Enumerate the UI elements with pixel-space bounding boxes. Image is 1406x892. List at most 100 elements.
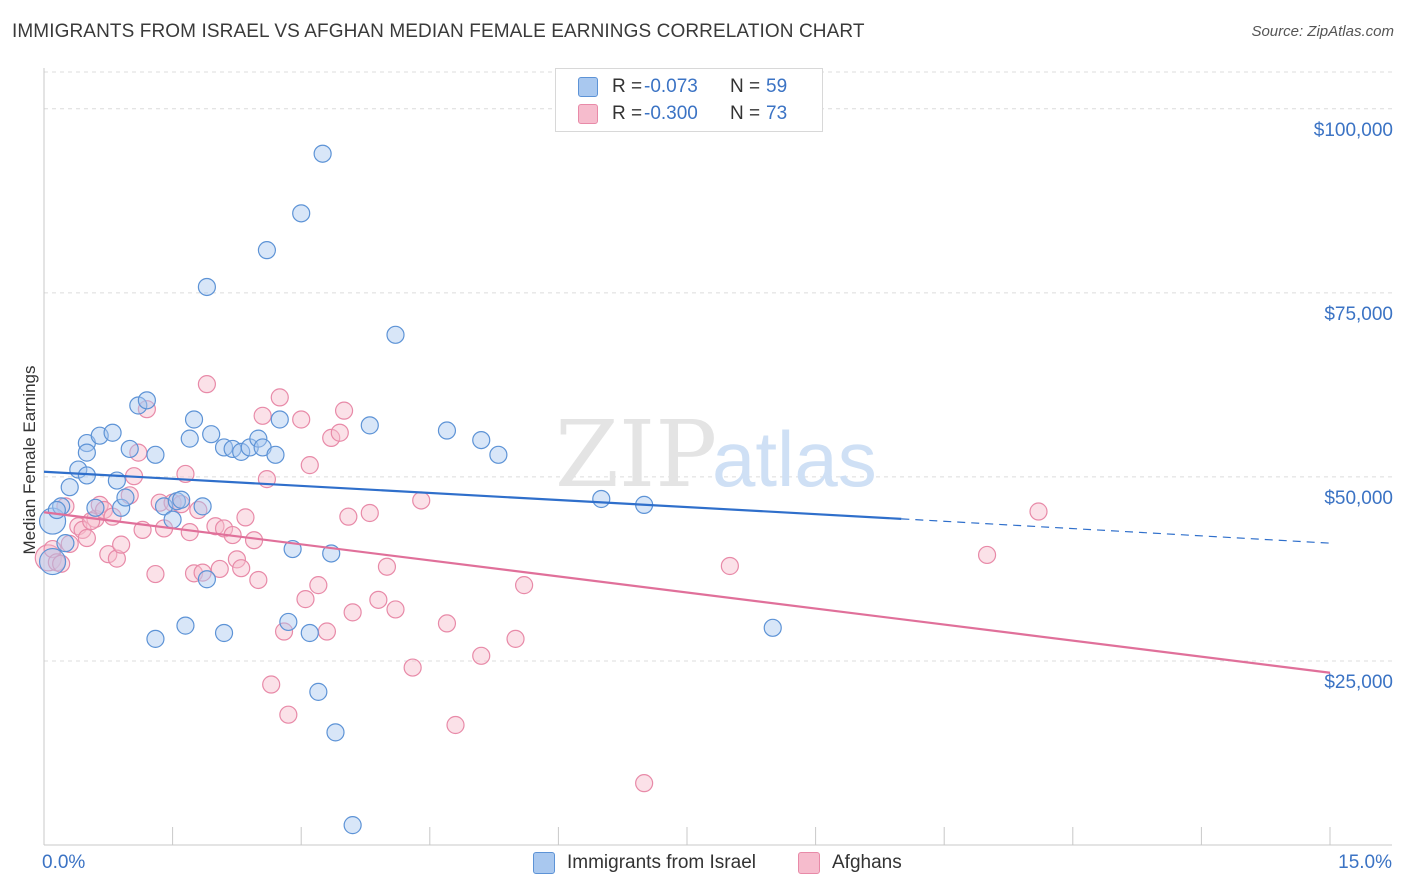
israel-point xyxy=(266,445,285,464)
afghans-point xyxy=(107,549,126,568)
israel-point xyxy=(77,443,96,462)
afghans-point xyxy=(369,590,388,609)
legend-n-value: 73 xyxy=(766,103,788,124)
afghans-point xyxy=(236,508,255,527)
x-tick-label-max: 15.0% xyxy=(1338,852,1392,873)
afghans-point xyxy=(330,423,349,442)
afghans-point xyxy=(437,614,457,633)
israel-point xyxy=(313,144,332,163)
afghans-point xyxy=(249,570,268,590)
afghans-point xyxy=(77,528,96,548)
israel-point xyxy=(180,429,199,448)
israel-point xyxy=(197,277,216,297)
israel-point xyxy=(249,429,268,448)
israel-point xyxy=(326,723,345,742)
afghans-point xyxy=(274,622,294,641)
afghans-point xyxy=(262,675,281,694)
israel-point xyxy=(386,325,405,344)
y-tick-label: $25,000 xyxy=(1324,672,1393,693)
legend-swatch-afghans xyxy=(578,104,598,124)
legend-r-value: -0.073 xyxy=(644,76,698,97)
israel-point xyxy=(214,623,234,643)
legend-n-label: N = xyxy=(730,76,761,97)
afghans-point xyxy=(412,491,431,510)
israel-point xyxy=(86,498,105,517)
israel-point xyxy=(437,421,457,440)
afghans-point xyxy=(197,375,216,394)
israel-point xyxy=(176,616,195,635)
israel-point xyxy=(47,500,66,520)
israel-point xyxy=(232,442,251,461)
source-credit: Source: ZipAtlas.com xyxy=(1251,23,1394,40)
afghans-point xyxy=(339,507,358,526)
afghans-point xyxy=(296,590,315,609)
israel-point xyxy=(257,241,277,260)
israel-point xyxy=(489,445,508,464)
israel-point xyxy=(103,423,122,442)
israel-point xyxy=(343,816,362,835)
y-tick-label: $50,000 xyxy=(1324,488,1393,509)
afghans-point xyxy=(720,556,739,576)
israel-point xyxy=(38,547,67,576)
afghans-point xyxy=(334,401,354,420)
afghans-point xyxy=(446,715,465,735)
afghans-point xyxy=(386,600,405,619)
watermark: ZIP atlas xyxy=(555,401,877,508)
israel-point xyxy=(112,498,131,517)
afghans-point xyxy=(403,658,422,677)
israel-point xyxy=(184,410,204,429)
israel-point xyxy=(592,489,611,509)
afghans-point xyxy=(1029,502,1048,521)
afghans-point xyxy=(343,603,362,622)
israel-point xyxy=(146,445,165,464)
afghans-point xyxy=(515,576,534,595)
afghans-point xyxy=(317,622,337,641)
watermark-zip: ZIP xyxy=(555,401,717,508)
series-swatch-afghans xyxy=(798,852,820,874)
afghans-point xyxy=(292,410,311,429)
y-tick-labels: $25,000 $50,000 $75,000 $100,000 xyxy=(1314,120,1393,693)
legend-r-value: -0.300 xyxy=(644,103,698,124)
trendline-afghans xyxy=(43,511,1331,674)
trendline-israel xyxy=(43,470,902,520)
afghans-point xyxy=(99,545,118,564)
afghans-point xyxy=(309,576,328,595)
afghans-point xyxy=(112,535,131,554)
legend-r-label: R = xyxy=(612,103,643,124)
legend-r-label: R = xyxy=(612,76,643,97)
israel-point xyxy=(472,430,491,450)
afghans-point xyxy=(322,428,341,447)
trendlines xyxy=(43,470,1331,674)
israel-point xyxy=(309,682,328,701)
y-tick-label: $100,000 xyxy=(1314,120,1393,141)
afghans-point xyxy=(977,545,997,565)
afghans-point xyxy=(34,544,62,572)
israel-point xyxy=(763,618,782,637)
israel-point xyxy=(193,497,212,516)
legend-row-israel: R = -0.073 N = 59 xyxy=(578,75,787,99)
israel-point xyxy=(120,439,139,459)
trendline-israel-extension xyxy=(901,518,1331,544)
legend-n-value: 59 xyxy=(766,76,788,97)
series-legend: Immigrants from Israel Afghans xyxy=(0,852,1406,878)
afghans-point xyxy=(210,559,229,579)
correlation-legend: R = -0.073 N = 59 R = -0.300 N = 73 xyxy=(555,68,823,132)
afghans-point xyxy=(146,564,165,584)
x-tick-label-min: 0.0% xyxy=(42,852,86,873)
israel-point xyxy=(300,623,319,643)
series-label-israel: Immigrants from Israel xyxy=(567,852,756,873)
israel-point xyxy=(197,570,216,589)
afghans-point xyxy=(506,629,525,648)
series-label-afghans: Afghans xyxy=(832,852,902,873)
israel-point xyxy=(279,612,298,632)
afghans-points xyxy=(34,375,1048,793)
series-swatch-israel xyxy=(533,852,555,874)
afghans-point xyxy=(253,406,272,425)
israel-point xyxy=(56,534,75,553)
israel-point xyxy=(270,410,289,429)
israel-point xyxy=(137,391,156,410)
afghans-point xyxy=(472,646,491,665)
series-legend-afghans: Afghans xyxy=(798,852,902,874)
israel-point xyxy=(116,488,135,507)
